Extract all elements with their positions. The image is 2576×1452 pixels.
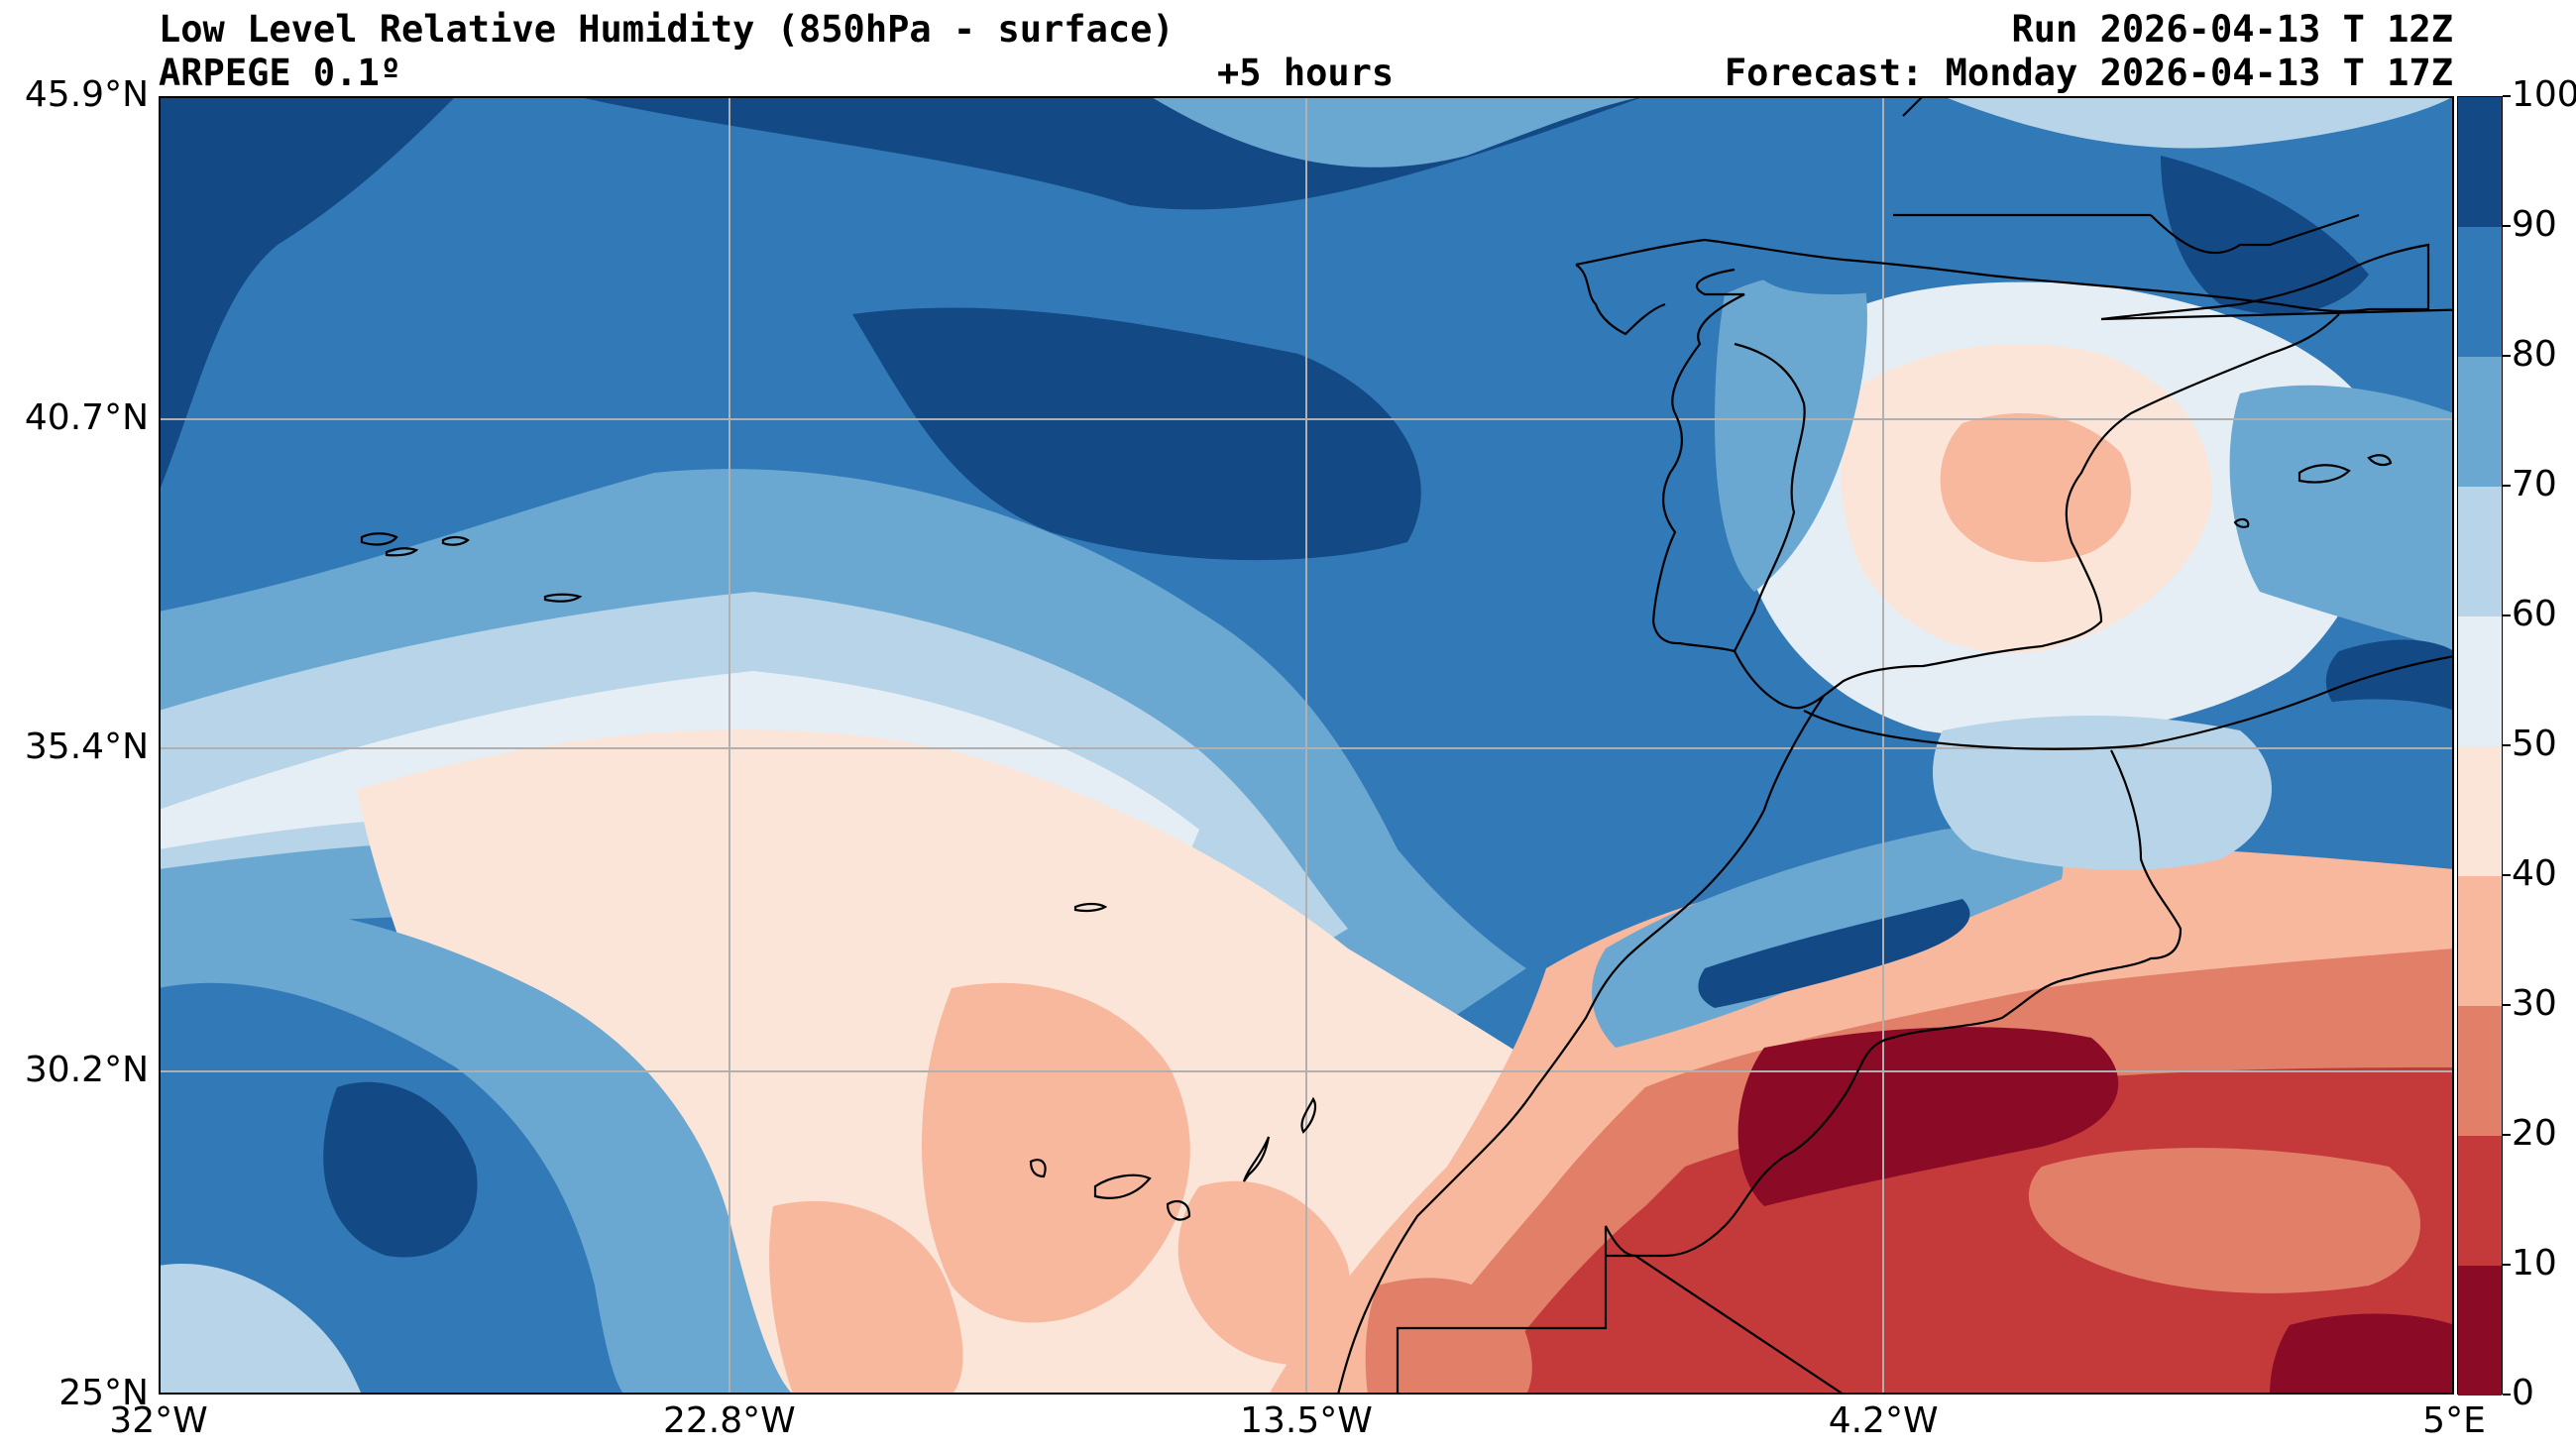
colorbar-tick [2503,485,2511,487]
madeira-island [1073,902,1108,913]
canary-island [1166,1200,1191,1221]
colorbar-segment [2458,357,2502,487]
colorbar [2457,96,2503,1396]
balearic-island [2367,454,2393,467]
lat-tick-label: 25°N [58,1373,149,1413]
canary-island [1300,1096,1317,1134]
colorbar-tick [2503,614,2511,616]
azores-island [360,532,398,546]
colorbar-tick [2503,744,2511,746]
colorbar-segment [2458,1266,2502,1396]
colorbar-tick-label: 80 [2512,334,2557,375]
colorbar-tick [2503,1004,2511,1006]
morocco-algeria-border [1606,749,2183,1258]
balearic-island [2297,464,2351,484]
canary-island [1242,1136,1271,1182]
iberia-coastline [1575,238,2454,710]
colorbar-segment [2458,487,2502,616]
lat-tick-label: 35.4°N [24,726,149,768]
lat-tick-label: 40.7°N [24,396,149,438]
colorbar-tick-label: 0 [2512,1373,2534,1413]
forecast-label: Forecast: Monday 2026-04-13 T 17Z [1724,52,2453,94]
lon-tick-label: 22.8°W [662,1400,796,1441]
map-gridlines [159,96,2454,1395]
model-label: ARPEGE 0.1º [159,52,402,94]
colorbar-tick [2503,1134,2511,1136]
colorbar-tick-label: 60 [2512,594,2557,634]
run-label: Run 2026-04-13 T 12Z [2011,8,2453,51]
azores-island [385,547,419,557]
lon-tick-label: 4.2°W [1828,1400,1939,1441]
colorbar-tick [2503,95,2511,97]
africa-coastline [1336,695,1825,1395]
canary-island [1093,1173,1152,1199]
lon-tick-label: 5°E [2422,1400,2486,1441]
colorbar-tick-label: 10 [2512,1243,2557,1284]
humidity-map [159,96,2454,1395]
iberia-internal-border [1734,96,2360,652]
balearic-island [2233,517,2250,528]
colorbar-tick-label: 90 [2512,204,2557,245]
colorbar-tick-label: 20 [2512,1113,2557,1154]
lon-tick-label: 32°W [109,1400,208,1441]
colorbar-tick [2503,874,2511,876]
colorbar-tick-label: 30 [2512,983,2557,1024]
coastlines [360,96,2454,1395]
lon-tick-label: 13.5°W [1240,1400,1373,1441]
colorbar-segment [2458,1136,2502,1266]
azores-island [441,535,470,546]
colorbar-segment [2458,1006,2502,1136]
lead-time-label: +5 hours [1217,52,1395,94]
azores-island [543,593,583,603]
african-north-coast [1803,654,2454,750]
colorbar-tick [2503,1264,2511,1266]
map-frame [159,96,2454,1395]
map-title: Low Level Relative Humidity (850hPa - su… [159,8,1175,51]
canary-island [1029,1159,1047,1178]
colorbar-tick [2503,225,2511,227]
western-sahara-border [1396,1225,1845,1395]
humidity-map-canvas [159,96,2454,1395]
colorbar-tick [2503,1394,2511,1396]
colorbar-tick-label: 50 [2512,724,2557,764]
colorbar-tick-label: 100 [2512,74,2576,115]
colorbar-segment [2458,97,2502,227]
colorbar-segment [2458,227,2502,357]
colorbar-tick-label: 70 [2512,464,2557,504]
lat-tick-label: 45.9°N [24,74,149,115]
colorbar-tick-label: 40 [2512,853,2557,894]
colorbar-segment [2458,876,2502,1006]
colorbar-segment [2458,746,2502,876]
lat-tick-label: 30.2°N [24,1050,149,1091]
colorbar-segment [2458,616,2502,746]
colorbar-tick [2503,355,2511,357]
